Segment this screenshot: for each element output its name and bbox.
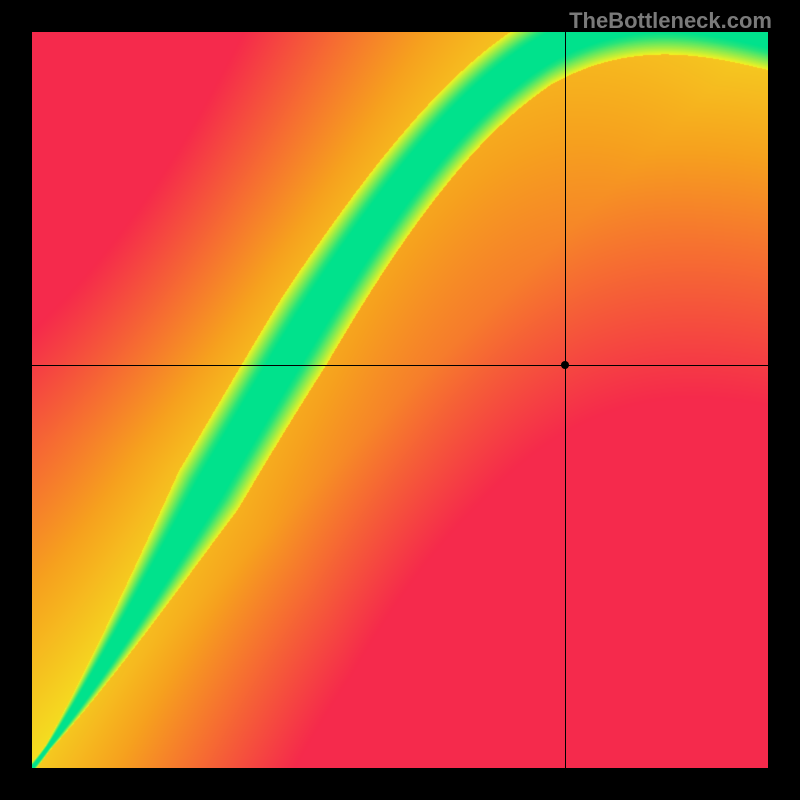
crosshair-vertical (565, 32, 566, 768)
heatmap-canvas (32, 32, 768, 768)
plot-area (32, 32, 768, 768)
crosshair-horizontal (32, 365, 768, 366)
watermark-text: TheBottleneck.com (569, 8, 772, 34)
crosshair-marker (561, 361, 569, 369)
